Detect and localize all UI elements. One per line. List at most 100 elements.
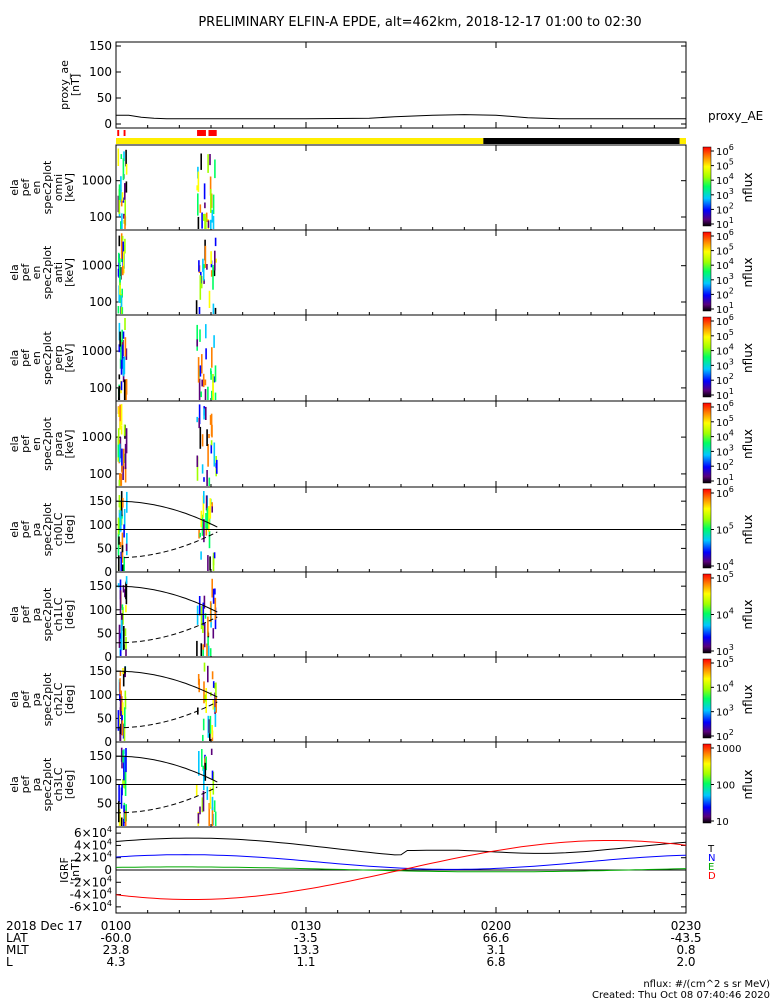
heatmap-streak-para (209, 415, 212, 425)
ytick-label-ch0LC: 50 (97, 541, 112, 555)
heatmap-streak-anti (210, 270, 213, 277)
heatmap-streak-perp (204, 389, 207, 400)
heatmap-streak-perp (197, 357, 200, 383)
ylabel-line-ch3LC: [deg] (63, 770, 76, 799)
heatmap-streak-ch1LC (119, 632, 122, 656)
colorbar-tick-label-ch3LC: 100 (716, 781, 735, 792)
heatmap-streak-para (205, 406, 207, 420)
heatmap-streak-omni (212, 194, 215, 214)
red-marker (123, 130, 126, 136)
ylabel-line-ch0LC: pa (30, 523, 43, 537)
heatmap-streak-ch0LC (213, 552, 216, 559)
ylabel-line-anti: spec2plot (41, 245, 54, 299)
colorbar-tick-label-ch0LC: 106 (716, 485, 734, 500)
heatmap-streak-anti (202, 258, 204, 272)
ylabel-line-ch2LC: pef (19, 690, 32, 709)
heatmap-streak-anti (122, 265, 124, 276)
colorbar-tick-label-perp: 105 (716, 328, 734, 343)
colorbar-label-ch2LC: nflux (741, 685, 755, 715)
colorbar-tick-label-perp: 104 (716, 343, 734, 358)
heatmap-streak-perp (211, 347, 213, 368)
igrf-series-D (115, 840, 687, 900)
heatmap-streak-ch3LC (118, 801, 120, 823)
ylabel-line-ch1LC: ela (8, 606, 21, 623)
heatmap-streak-omni (197, 193, 199, 216)
heatmap-streak-omni (199, 204, 202, 213)
igrf-series-N (115, 854, 687, 870)
colorbar-perp (702, 316, 712, 398)
heatmap-streak-para (208, 477, 211, 486)
heatmap-streak-ch0LC (203, 491, 205, 504)
heatmap-streak-anti (215, 258, 217, 263)
ylabel-line-ch1LC: pef (19, 605, 32, 624)
heatmap-streak-perp (210, 370, 212, 380)
heatmap-streak-perp (124, 337, 127, 357)
heatmap-streak-ch2LC (205, 688, 207, 713)
heatmap-streak-ch2LC (212, 681, 215, 688)
colorbar-tick-label-ch1LC: 105 (716, 570, 734, 585)
xrow-value-mlt: 13.3 (293, 943, 320, 957)
heatmap-streak-anti (117, 306, 120, 314)
heatmap-streak-ch3LC (120, 817, 123, 826)
heatmap-streak-ch0LC (206, 507, 209, 530)
red-marker (117, 130, 120, 136)
heatmap-streak-ch0LC (211, 502, 213, 507)
heatmap-streak-omni (120, 154, 123, 159)
ylabel-line-anti: pef (19, 263, 32, 282)
heatmap-streak-ch1LC (196, 640, 198, 656)
heatmap-streak-ch3LC (213, 800, 216, 812)
ytick-label-para: 1000 (81, 430, 112, 444)
heatmap-streak-ch2LC (203, 662, 206, 672)
ytick-label-IGRF: -4×104 (70, 887, 112, 902)
heatmap-streak-ch0LC (209, 498, 212, 519)
colorbar-tick-label-anti: 102 (716, 286, 734, 301)
ytick-label-perp: 100 (89, 381, 112, 395)
heatmap-streak-ch1LC (203, 622, 206, 648)
heatmap-streak-ch3LC (195, 784, 198, 797)
heatmap-streak-ch0LC (119, 541, 122, 548)
heatmap-streak-omni (124, 183, 126, 200)
heatmap-streak-para (119, 443, 121, 463)
ytick-label-ch0LC: 0 (104, 565, 112, 579)
heatmap-streak-ch1LC (122, 607, 124, 625)
heatmap-streak-ch1LC (212, 628, 215, 639)
colorbar-tick-label-ch0LC: 104 (716, 558, 734, 573)
heatmap-streak-anti (200, 276, 203, 289)
heatmap-streak-ch0LC (120, 510, 122, 532)
heatmap-streak-ch1LC (118, 624, 121, 648)
heatmap-streak-anti (118, 252, 120, 263)
panel-proxy_ae: proxy_ae[nT] proxy_AE (58, 41, 763, 129)
heatmap-streak-perp (213, 335, 215, 348)
heatmap-streak-ch2LC (121, 720, 124, 736)
heatmap-streak-anti (213, 267, 216, 277)
ylabel-line-proxy_ae: proxy_ae (58, 60, 71, 110)
heatmap-streak-para (124, 466, 127, 483)
heatmap-streak-ch0LC (123, 524, 125, 538)
ytick-label-ch3LC: 100 (89, 773, 112, 787)
heatmap-streak-ch2LC (208, 719, 210, 733)
ytick-label-ch1LC: 0 (104, 650, 112, 664)
heatmap-streak-ch0LC (117, 517, 120, 535)
heatmap-streak-para (119, 404, 121, 429)
ylabel-line-perp: spec2plot (41, 331, 54, 385)
colorbar-para (702, 402, 712, 484)
heatmap-streak-ch1LC (209, 648, 212, 656)
heatmap-streak-perp (125, 348, 128, 360)
ylabel-line-ch3LC: spec2plot (41, 757, 54, 811)
heatmap-streak-ch1LC (119, 649, 122, 656)
heatmap-streak-perp (123, 379, 126, 400)
ytick-label-proxy_ae: 100 (89, 65, 112, 79)
heatmap-streak-anti (117, 268, 120, 277)
heatmap-streak-para (216, 459, 218, 474)
loss-cone-line-ch0LC (116, 500, 218, 528)
heatmap-streak-perp (119, 358, 122, 369)
anti-loss-cone-line-ch3LC (116, 786, 218, 814)
colorbar-tick-label-perp: 106 (716, 313, 734, 328)
heatmap-streak-ch3LC (121, 761, 123, 769)
heatmap-streak-anti (198, 307, 201, 314)
heatmap-streak-para (210, 440, 213, 446)
heatmap-streak-ch0LC (121, 532, 124, 557)
heatmap-streak-ch1LC (123, 644, 125, 649)
ytick-label-omni: 100 (89, 210, 112, 224)
heatmap-streak-ch0LC (198, 529, 200, 539)
